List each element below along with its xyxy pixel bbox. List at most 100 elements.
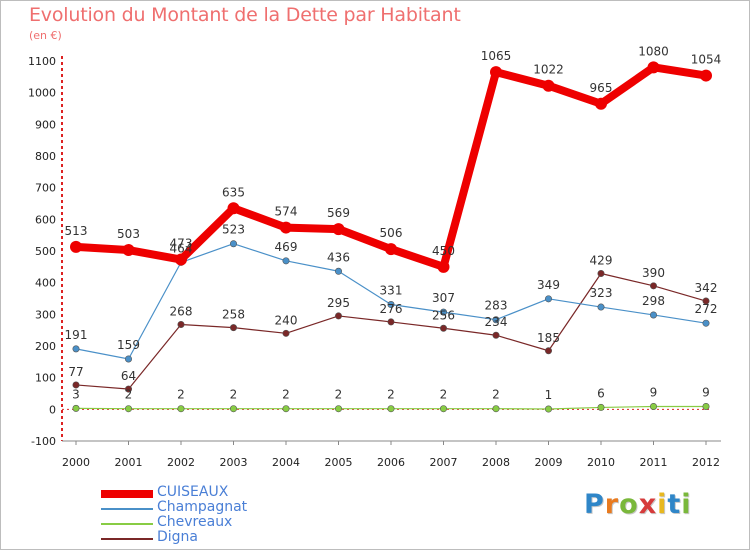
data-label: 1022 bbox=[533, 63, 564, 77]
data-point bbox=[230, 240, 238, 248]
data-label: 258 bbox=[222, 308, 245, 322]
data-label: 469 bbox=[275, 240, 298, 254]
data-point bbox=[597, 269, 605, 277]
x-tick-label: 2012 bbox=[692, 456, 720, 469]
data-point bbox=[595, 97, 607, 110]
x-tick-label: 2010 bbox=[587, 456, 615, 469]
data-point bbox=[125, 405, 133, 413]
data-label: 965 bbox=[590, 81, 613, 95]
data-point bbox=[385, 243, 397, 256]
data-label: 272 bbox=[695, 302, 718, 316]
data-point bbox=[702, 402, 710, 410]
x-tick-label: 2005 bbox=[325, 456, 353, 469]
data-label: 450 bbox=[432, 244, 455, 258]
logo-letter: P bbox=[584, 489, 605, 520]
data-label: 9 bbox=[650, 385, 658, 399]
data-label: 185 bbox=[537, 331, 560, 345]
y-tick-label: 700 bbox=[35, 182, 56, 195]
data-point bbox=[332, 223, 345, 236]
data-point bbox=[439, 324, 447, 332]
data-label: 464 bbox=[170, 241, 193, 255]
data-point bbox=[649, 311, 657, 319]
y-tick-label: 1000 bbox=[28, 87, 56, 100]
y-tick-label: 0 bbox=[49, 403, 56, 416]
chart-title: Evolution du Montant de la Dette par Hab… bbox=[29, 4, 461, 26]
data-label: 506 bbox=[380, 226, 403, 240]
x-tick-label: 2007 bbox=[430, 456, 458, 469]
x-tick-label: 2008 bbox=[482, 456, 510, 469]
y-tick-label: 400 bbox=[35, 277, 56, 290]
x-tick-label: 2001 bbox=[115, 456, 143, 469]
data-label: 436 bbox=[327, 250, 350, 264]
x-tick-label: 2003 bbox=[220, 456, 248, 469]
data-label: 1065 bbox=[481, 49, 512, 63]
y-tick-label: 800 bbox=[35, 150, 56, 163]
data-point bbox=[280, 221, 292, 234]
data-label: 503 bbox=[117, 227, 140, 241]
y-tick-label: 500 bbox=[35, 245, 56, 258]
data-point bbox=[70, 240, 82, 253]
y-tick-label: 100 bbox=[35, 372, 56, 385]
data-point bbox=[490, 66, 502, 79]
data-point bbox=[492, 405, 500, 413]
data-point bbox=[544, 405, 552, 413]
data-point bbox=[125, 355, 133, 363]
y-tick-label: 1100 bbox=[28, 55, 56, 68]
data-label: 9 bbox=[702, 385, 710, 399]
legend-label-champagnat: Champagnat bbox=[157, 499, 248, 515]
data-label: 234 bbox=[485, 315, 508, 329]
x-tick-label: 2011 bbox=[640, 456, 668, 469]
data-point bbox=[647, 61, 660, 74]
data-label: 276 bbox=[380, 302, 403, 316]
data-point bbox=[542, 79, 555, 92]
data-label: 513 bbox=[65, 224, 88, 238]
data-label: 2 bbox=[125, 388, 133, 402]
data-label: 298 bbox=[642, 294, 665, 308]
data-point bbox=[597, 403, 605, 411]
data-label: 6 bbox=[597, 386, 605, 400]
y-tick-label: 900 bbox=[35, 118, 56, 131]
legend-swatch-champagnat bbox=[101, 508, 153, 510]
data-label: 635 bbox=[222, 185, 245, 199]
data-label: 473 bbox=[170, 237, 193, 251]
data-point bbox=[597, 303, 605, 311]
x-tick-label: 2009 bbox=[535, 456, 563, 469]
data-label: 349 bbox=[537, 278, 560, 292]
x-tick-label: 2000 bbox=[62, 456, 90, 469]
data-point bbox=[177, 405, 185, 413]
data-point bbox=[230, 405, 238, 413]
legend-swatch-chevreaux bbox=[101, 523, 153, 525]
data-point bbox=[230, 324, 238, 332]
data-point bbox=[175, 253, 187, 266]
data-point bbox=[282, 257, 290, 265]
data-label: 295 bbox=[327, 296, 350, 310]
y-tick-label: -100 bbox=[31, 435, 56, 448]
data-label: 1080 bbox=[638, 44, 669, 58]
data-label: 331 bbox=[380, 284, 403, 298]
data-label: 523 bbox=[222, 223, 245, 237]
data-point bbox=[227, 202, 240, 215]
legend-swatch-digna bbox=[101, 538, 153, 540]
x-tick-label: 2002 bbox=[167, 456, 195, 469]
data-point bbox=[387, 301, 395, 309]
data-point bbox=[544, 295, 552, 303]
data-point bbox=[649, 282, 657, 290]
logo-letter: t bbox=[667, 489, 682, 520]
logo-letter: x bbox=[638, 489, 658, 520]
data-point bbox=[437, 260, 450, 273]
data-point bbox=[72, 345, 80, 353]
data-label: 342 bbox=[695, 281, 718, 295]
data-point bbox=[544, 347, 552, 355]
data-label: 283 bbox=[485, 299, 508, 313]
data-label: 2 bbox=[230, 388, 238, 402]
legend-label-chevreaux: Chevreaux bbox=[157, 514, 233, 530]
data-point bbox=[125, 385, 133, 393]
data-point bbox=[702, 319, 710, 327]
data-point bbox=[439, 308, 447, 316]
data-label: 64 bbox=[121, 369, 136, 383]
data-point bbox=[177, 320, 185, 328]
x-tick-label: 2006 bbox=[377, 456, 405, 469]
x-tick-label: 2004 bbox=[272, 456, 300, 469]
